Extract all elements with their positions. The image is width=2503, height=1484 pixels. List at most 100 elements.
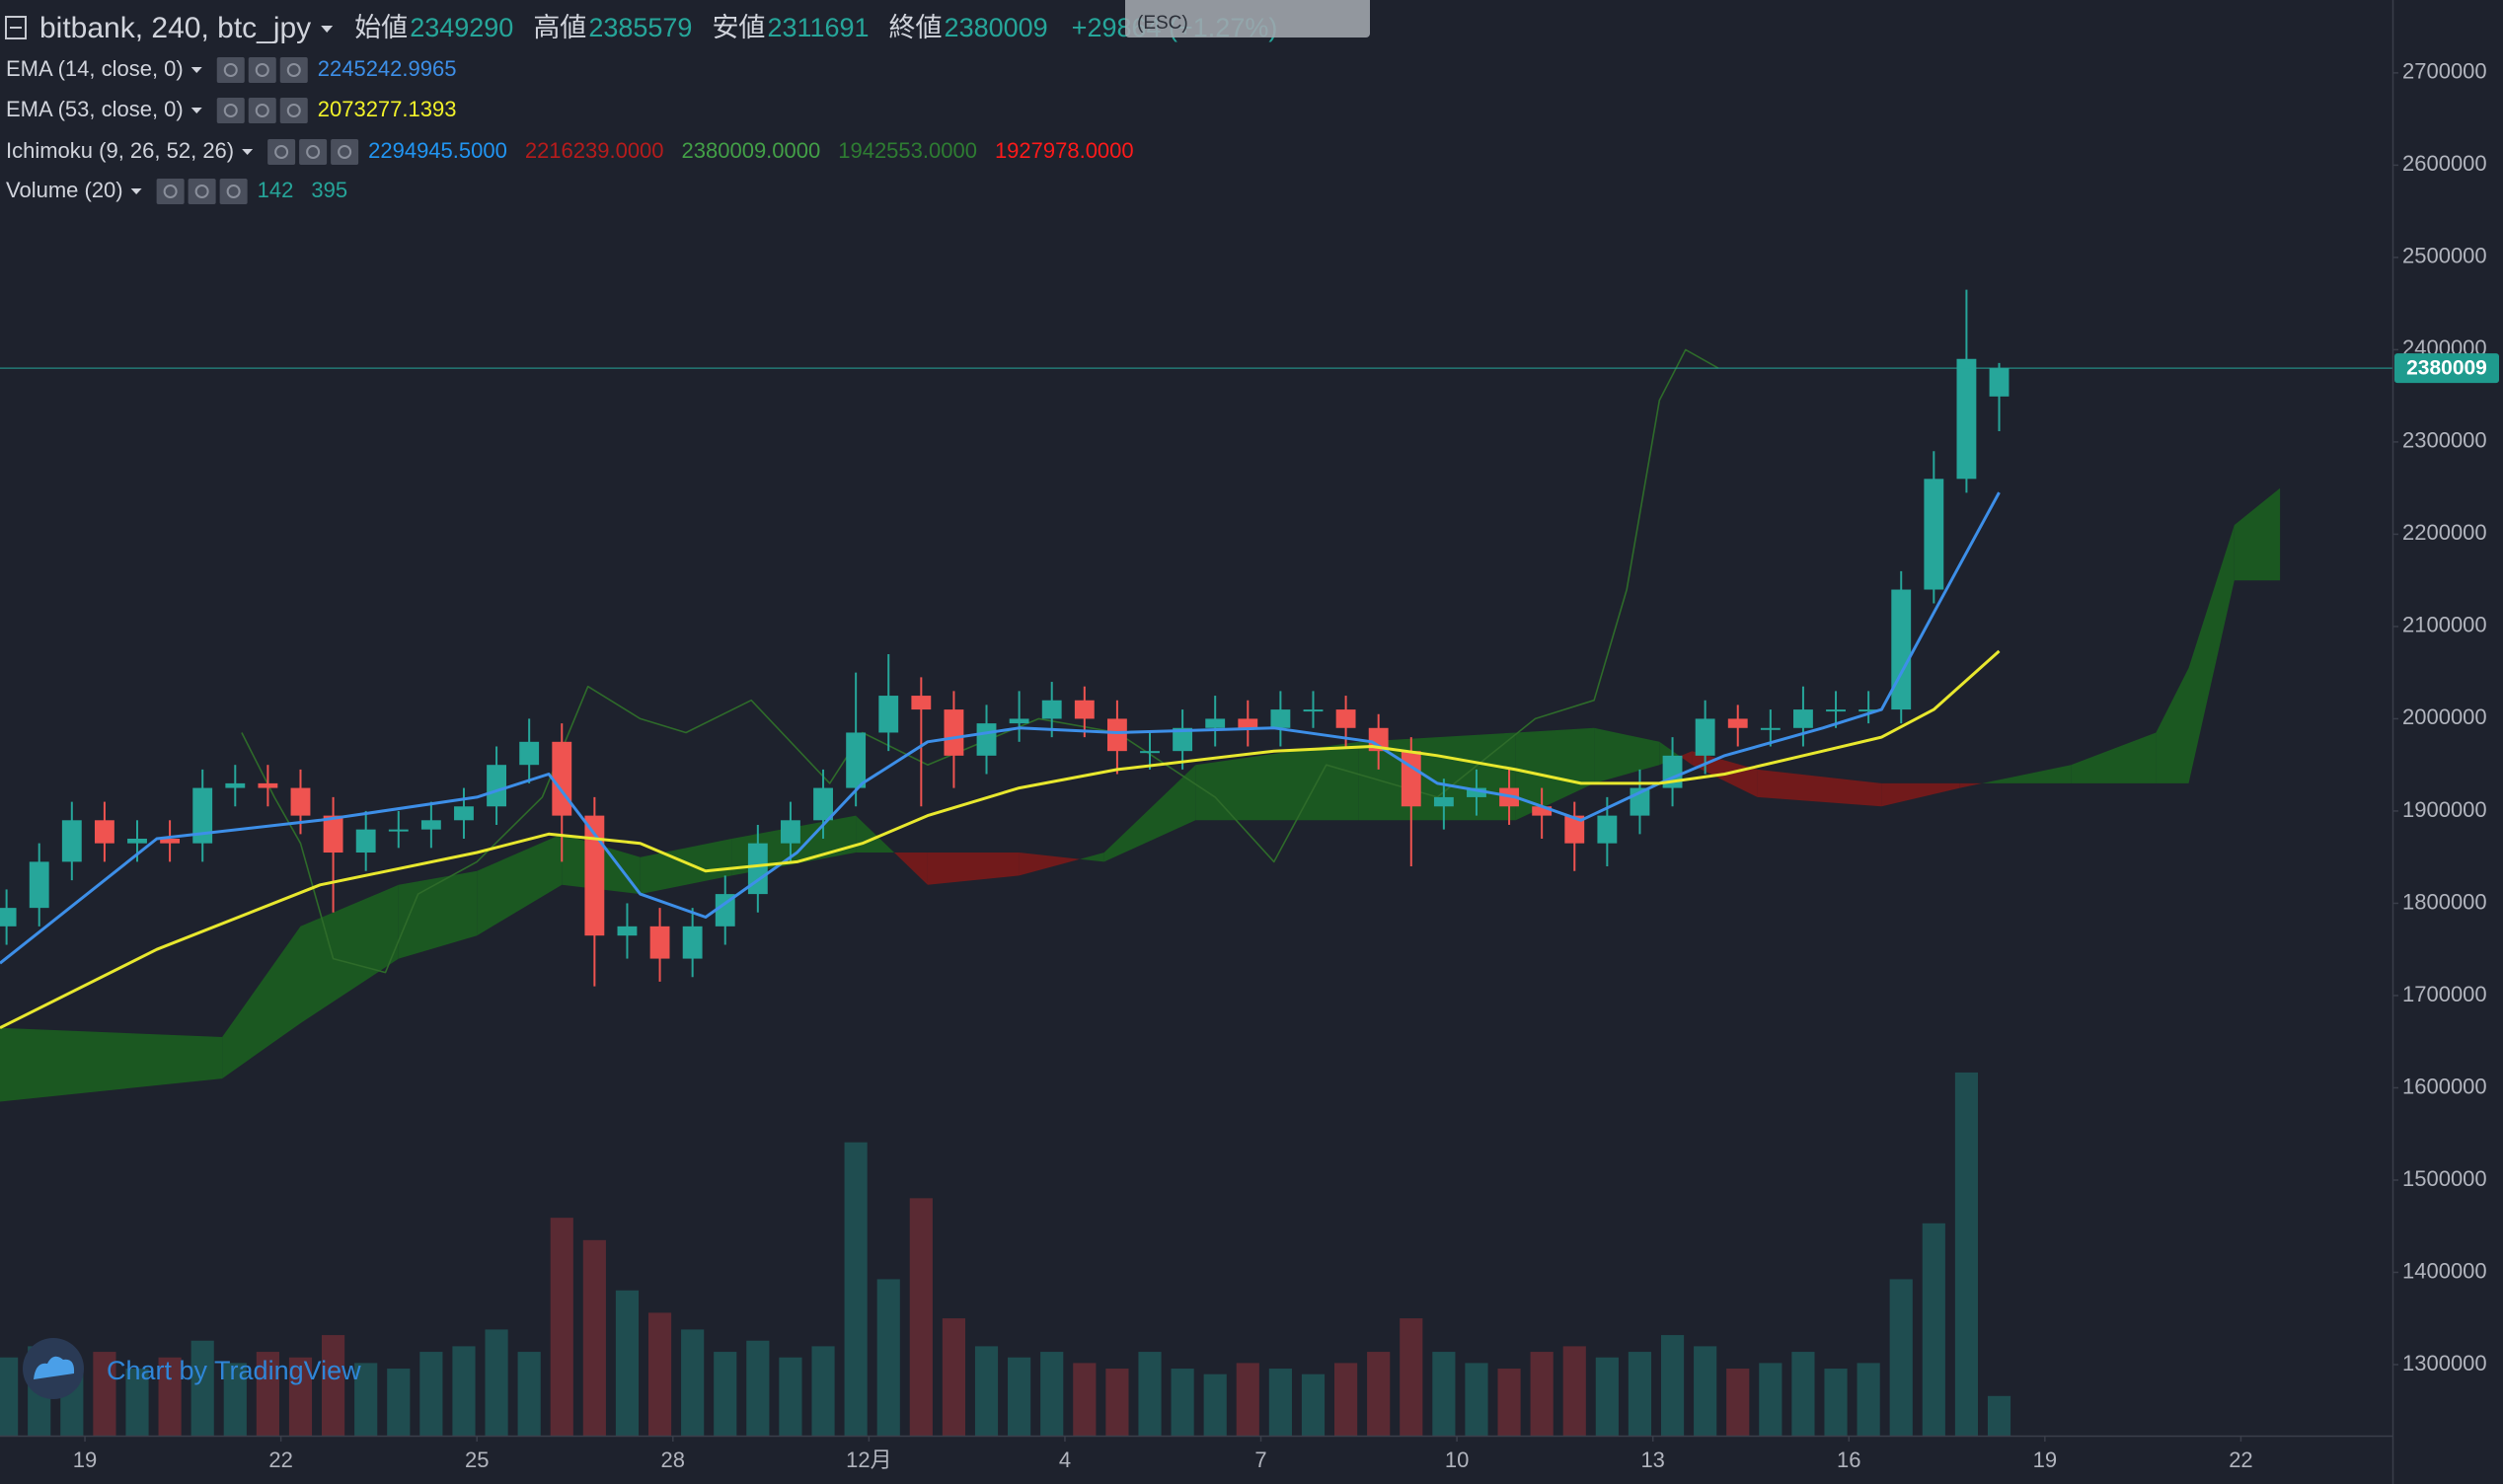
x-tick-label: 7 <box>1254 1447 1266 1472</box>
candle-body <box>29 861 49 909</box>
cloud-segment <box>927 853 1020 885</box>
watermark-text[interactable]: Chart by TradingView <box>107 1356 361 1385</box>
candle-body <box>94 820 114 844</box>
indicator-caret[interactable] <box>242 149 254 155</box>
y-tick-label: 1800000 <box>2402 889 2487 914</box>
dropdown-caret[interactable] <box>321 26 334 33</box>
candle-body <box>1858 709 1879 712</box>
candle-body <box>61 820 82 862</box>
volume-bar <box>158 1357 182 1436</box>
indicator-name: Volume (20) <box>6 178 123 202</box>
indicator-caret[interactable] <box>190 67 202 73</box>
visibility-button[interactable] <box>267 139 296 165</box>
settings-button-icon <box>194 185 209 198</box>
x-tick-label: 25 <box>465 1447 489 1472</box>
x-tick-label: 22 <box>2229 1447 2252 1472</box>
visibility-button-icon <box>223 63 238 77</box>
cloud-segment <box>0 1027 223 1102</box>
volume-bar <box>1040 1352 1064 1436</box>
candle-body <box>388 829 409 832</box>
indicator-caret[interactable] <box>130 188 142 194</box>
ohlc-value: 2380009 <box>945 13 1048 42</box>
indicator-name: Ichimoku (9, 26, 52, 26) <box>6 138 234 163</box>
ohlc-label: 高値 <box>533 13 586 42</box>
candle-body <box>552 741 572 816</box>
settings-button[interactable] <box>299 139 328 165</box>
x-tick-label: 4 <box>1059 1447 1071 1472</box>
x-tick-label: 19 <box>73 1447 97 1472</box>
cloud-segment <box>2156 668 2189 783</box>
indicator-name: EMA (14, close, 0) <box>6 56 184 81</box>
ohlc-label: 安値 <box>712 13 765 42</box>
volume-bar <box>1660 1335 1685 1436</box>
volume-bar <box>550 1218 573 1436</box>
indicator-value: 1927978.0000 <box>995 138 1134 163</box>
volume-bar <box>1889 1279 1913 1436</box>
cloud-segment <box>398 870 478 959</box>
indicator-caret[interactable] <box>190 108 202 113</box>
cloud-segment <box>1680 751 1693 766</box>
settings-button[interactable] <box>248 98 276 123</box>
remove-button-icon <box>286 104 301 117</box>
cloud-segment <box>1959 782 1983 788</box>
candle-body <box>1467 787 1486 797</box>
volume-bar <box>1530 1352 1554 1436</box>
candle-body <box>355 829 376 853</box>
candle-body <box>1401 751 1421 807</box>
remove-button[interactable] <box>279 98 308 123</box>
x-tick-label: 16 <box>1837 1447 1860 1472</box>
remove-button[interactable] <box>331 139 359 165</box>
candle-body <box>1760 727 1781 730</box>
candle-body <box>1009 718 1029 724</box>
visibility-button[interactable] <box>156 179 185 204</box>
volume-bar <box>517 1352 541 1436</box>
candle-body <box>1727 718 1748 728</box>
y-tick-label: 2000000 <box>2402 705 2487 729</box>
candle-body <box>617 926 638 936</box>
candle-body <box>944 709 964 756</box>
indicator-value: 2380009.0000 <box>682 138 821 163</box>
candle-body <box>519 741 540 766</box>
candle-body <box>420 820 441 830</box>
cloud-segment <box>1195 741 1359 821</box>
volume-bar <box>125 1369 149 1436</box>
y-tick-label: 1300000 <box>2402 1351 2487 1375</box>
volume-bar <box>1857 1363 1880 1436</box>
candle-body <box>1173 727 1193 752</box>
settings-button[interactable] <box>248 57 276 83</box>
cloud-segment <box>1982 765 2072 783</box>
visibility-button-icon <box>163 185 178 198</box>
candle-body <box>1826 709 1846 712</box>
remove-button[interactable] <box>219 179 248 204</box>
visibility-button[interactable] <box>216 98 245 123</box>
candle-body <box>846 732 867 788</box>
cloud-segment <box>477 834 563 936</box>
candle-body <box>1891 589 1912 710</box>
volume-bar <box>1203 1373 1227 1436</box>
ohlc-value: 2349290 <box>410 13 513 42</box>
volume-bar <box>1562 1346 1586 1436</box>
candle-body <box>160 838 181 844</box>
visibility-button[interactable] <box>216 57 245 83</box>
volume-bar <box>288 1357 313 1436</box>
y-tick-label: 2300000 <box>2402 428 2487 453</box>
indicator-value: 2073277.1393 <box>318 97 457 121</box>
volume-bar <box>1400 1318 1423 1436</box>
candle-body <box>682 926 703 959</box>
volume-bar <box>256 1352 279 1436</box>
candle-body <box>1956 358 1977 480</box>
collapse-button[interactable] <box>5 16 27 39</box>
volume-bar <box>1105 1369 1129 1436</box>
volume-bar <box>1138 1352 1162 1436</box>
settings-button[interactable] <box>188 179 216 204</box>
candle-body <box>487 765 506 807</box>
indicator-value: 2245242.9965 <box>318 56 457 81</box>
x-tick-label: 28 <box>661 1447 685 1472</box>
cloud-segment <box>1515 727 1595 821</box>
volume-bar <box>647 1312 672 1436</box>
settings-button-icon <box>255 104 269 117</box>
remove-button[interactable] <box>279 57 308 83</box>
volume-bar <box>93 1352 116 1436</box>
candle-body <box>225 782 246 788</box>
